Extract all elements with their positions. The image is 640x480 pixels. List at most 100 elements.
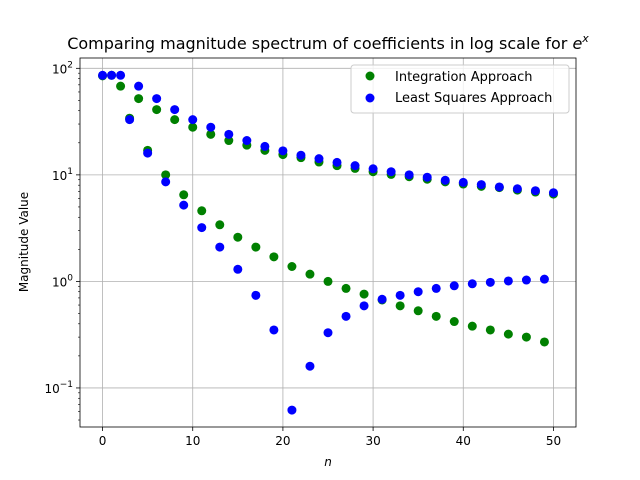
data-point — [152, 94, 162, 104]
data-point — [395, 301, 405, 311]
x-tick-label: 10 — [185, 434, 200, 448]
data-point — [368, 164, 378, 174]
data-point — [512, 184, 522, 194]
x-tick-label: 20 — [275, 434, 290, 448]
data-point — [287, 262, 297, 272]
y-tick-label: 100 — [52, 273, 73, 289]
x-tick-label: 50 — [546, 434, 561, 448]
x-tick-label: 30 — [365, 434, 380, 448]
data-point — [107, 70, 117, 80]
data-point — [521, 332, 531, 342]
data-point — [377, 294, 387, 304]
data-point — [350, 161, 360, 171]
data-point — [341, 283, 351, 293]
data-point — [296, 150, 306, 160]
data-point — [179, 190, 189, 200]
data-point — [323, 328, 333, 338]
data-point — [251, 290, 261, 300]
data-point — [440, 175, 450, 185]
series-least-squares — [98, 70, 558, 415]
data-point — [116, 70, 126, 80]
data-point — [269, 252, 279, 262]
data-point — [143, 148, 153, 158]
data-point — [503, 276, 513, 286]
data-point — [260, 141, 270, 151]
legend-label-least-squares: Least Squares Approach — [395, 91, 552, 106]
data-point — [170, 105, 180, 115]
y-axis-label: Magnitude Value — [17, 192, 31, 292]
title-math-sup: x — [581, 32, 589, 45]
data-point — [197, 223, 207, 233]
data-point — [188, 122, 198, 132]
legend-box — [350, 64, 570, 114]
data-point — [359, 289, 369, 299]
data-point — [413, 287, 423, 297]
data-point — [521, 275, 531, 285]
data-point — [206, 129, 216, 139]
y-axis-ticks: 10−1 100 101 102 — [44, 60, 80, 421]
y-tick-label: 102 — [52, 60, 73, 76]
data-point — [242, 136, 252, 146]
data-point — [134, 94, 144, 104]
data-point — [485, 277, 495, 287]
data-point — [197, 206, 207, 216]
legend-marker-integration — [365, 71, 375, 81]
data-point — [161, 177, 171, 187]
data-point — [404, 170, 414, 180]
data-point — [134, 81, 144, 91]
data-point — [305, 269, 315, 279]
data-point — [494, 182, 504, 192]
legend-label-integration: Integration Approach — [395, 70, 533, 85]
legend-marker-least-squares — [365, 93, 375, 103]
plot-frame — [79, 57, 577, 428]
data-point — [467, 279, 477, 289]
data-point — [215, 242, 225, 252]
data-point — [98, 70, 108, 80]
data-point — [395, 290, 405, 300]
data-point — [314, 154, 324, 164]
data-point — [287, 405, 297, 415]
data-point — [116, 81, 126, 91]
data-point — [215, 220, 225, 230]
data-point — [341, 311, 351, 321]
x-tick-label: 0 — [99, 434, 107, 448]
data-point — [206, 122, 216, 132]
data-point — [179, 200, 189, 210]
data-point — [188, 115, 198, 125]
data-point — [431, 283, 441, 293]
data-point — [539, 337, 549, 347]
data-point — [224, 136, 234, 146]
data-point — [269, 325, 279, 335]
data-point — [278, 146, 288, 156]
data-point — [485, 325, 495, 335]
data-point — [125, 115, 135, 125]
data-point — [305, 361, 315, 371]
data-point — [251, 242, 261, 252]
legend: Integration Approach Least Squares Appro… — [350, 64, 570, 114]
y-tick-label: 10−1 — [44, 380, 73, 396]
data-point — [548, 188, 558, 198]
data-point — [422, 172, 432, 182]
data-point — [476, 180, 486, 190]
x-axis-ticks: 0 10 20 30 40 50 — [99, 427, 561, 448]
title-math: e — [572, 34, 582, 53]
x-axis-label: n — [324, 455, 332, 469]
data-point — [431, 311, 441, 321]
data-point — [359, 301, 369, 311]
data-point — [386, 167, 396, 177]
x-tick-label: 40 — [456, 434, 471, 448]
data-point — [161, 170, 171, 180]
data-point — [224, 129, 234, 139]
data-point — [467, 321, 477, 331]
data-point — [323, 276, 333, 286]
y-tick-label: 101 — [52, 167, 73, 183]
data-points — [98, 70, 558, 415]
data-point — [413, 306, 423, 316]
data-point — [539, 274, 549, 284]
data-point — [233, 264, 243, 274]
data-point — [152, 105, 162, 115]
data-point — [458, 177, 468, 187]
data-point — [170, 115, 180, 125]
data-point — [530, 186, 540, 196]
